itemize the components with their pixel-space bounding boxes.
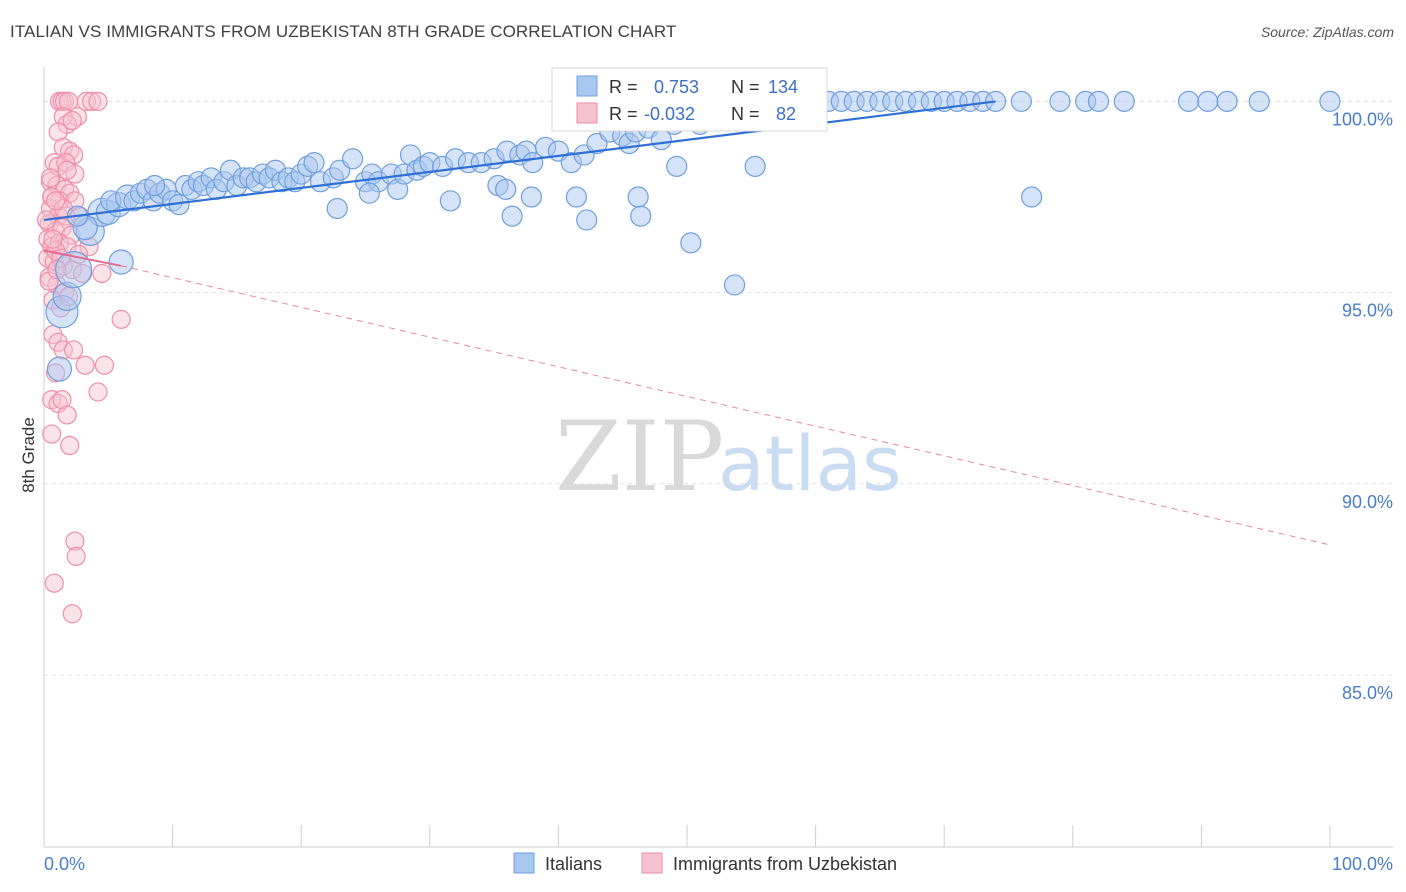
italians-point-100	[1049, 90, 1071, 113]
italians-point-113	[520, 186, 542, 208]
y-axis-label: 8th Grade	[19, 417, 38, 493]
italians-point-106	[1216, 90, 1238, 113]
uzbekistan-point-67	[39, 271, 59, 291]
italians-point-3	[54, 251, 93, 289]
y-tick-label-100: 100.0%	[1332, 109, 1393, 129]
uzbekistan-point-76	[40, 168, 61, 188]
uzbekistan-trend-line-dashed	[121, 265, 1331, 546]
stats-r-value-italians: 0.753	[654, 77, 699, 97]
italians-point-42	[342, 148, 364, 170]
italians-point-120	[680, 232, 702, 254]
watermark-zip: ZIP	[555, 401, 724, 513]
stats-box-frame	[551, 67, 828, 132]
italians-point-122	[723, 274, 746, 296]
uzbekistan-point-77	[57, 160, 77, 180]
uzbekistan-point-51	[75, 355, 95, 375]
y-tick-label-95: 95.0%	[1342, 301, 1393, 321]
stats-r-value-uzbekistan: -0.032	[644, 104, 695, 124]
stats-r-label-italians: R =	[609, 77, 638, 97]
uzbekistan-point-63	[44, 573, 64, 593]
x-tick-label-100: 100.0%	[1332, 854, 1393, 874]
italians-point-118	[630, 205, 652, 227]
source-credit: Source: ZipAtlas.com	[1260, 24, 1394, 40]
uzbekistan-point-62	[66, 546, 86, 567]
uzbekistan-point-64	[62, 604, 82, 624]
italians-point-117	[576, 209, 598, 231]
uzbekistan-point-10	[62, 110, 82, 131]
italians-point-104	[1177, 90, 1200, 113]
italians-point-109	[326, 197, 348, 220]
stats-n-label-italians: N =	[731, 77, 760, 97]
y-tick-label-90: 90.0%	[1342, 492, 1393, 512]
uzbekistan-point-61	[65, 531, 85, 551]
trend-lines	[43, 100, 1331, 546]
uzbekistan-point-11	[48, 122, 68, 142]
uzbekistan-point-50	[63, 340, 84, 360]
italians-point-103	[1113, 90, 1135, 113]
italians-point-115	[501, 205, 523, 227]
watermark-atlas: atlas	[718, 419, 902, 508]
y-tick-label-85: 85.0%	[1342, 683, 1393, 703]
uzbekistan-point-71	[45, 191, 66, 211]
italians-point-128	[143, 174, 166, 197]
italians-point-107	[1248, 90, 1270, 113]
uzbekistan-point-58	[57, 405, 77, 425]
uzbekistan-point-52	[94, 355, 115, 375]
italians-point-119	[627, 186, 649, 208]
stats-n-label-uzbekistan: N =	[731, 104, 760, 124]
italians-point-114	[495, 178, 517, 200]
italians-point-123	[744, 155, 766, 178]
uzbekistan-point-57	[88, 382, 108, 402]
stats-r-label-uzbekistan: R =	[609, 104, 638, 124]
stats-swatch-italians	[576, 75, 598, 97]
uzbekistan-points	[36, 91, 131, 624]
italians-point-116	[565, 186, 588, 208]
stats-swatch-uzbekistan	[576, 102, 598, 124]
legend-swatch-italians	[513, 852, 535, 874]
italians-point-121	[666, 155, 688, 178]
italians-point-111	[439, 190, 461, 212]
stats-n-value-uzbekistan: 82	[776, 104, 796, 124]
uzbekistan-trend-line-solid	[43, 249, 122, 267]
uzbekistan-point-56	[52, 390, 72, 410]
uzbekistan-point-81	[43, 229, 63, 249]
x-tick-label-0: 0.0%	[44, 854, 85, 874]
uzbekistan-point-46	[111, 309, 131, 329]
uzbekistan-point-13	[60, 141, 80, 161]
axes	[43, 67, 1393, 848]
uzbekistan-point-41	[92, 263, 112, 284]
italians-point-99	[1010, 90, 1032, 113]
italians-point-110	[358, 182, 380, 204]
italians-point-102	[1087, 90, 1110, 113]
uzbekistan-point-7	[88, 91, 108, 112]
italians-point-124	[1021, 186, 1043, 208]
italians-point-125	[108, 249, 134, 275]
uzbekistan-point-6	[81, 91, 102, 112]
italians-points	[45, 90, 1341, 382]
italians-point-108	[1319, 90, 1341, 113]
uzbekistan-point-4	[67, 107, 88, 127]
legend-label-uzbekistan: Immigrants from Uzbekistan	[673, 854, 897, 874]
uzbekistan-point-59	[42, 424, 62, 444]
legend-label-italians: Italians	[545, 854, 602, 874]
chart-title: ITALIAN VS IMMIGRANTS FROM UZBEKISTAN 8T…	[10, 22, 677, 41]
italians-point-0	[46, 356, 73, 382]
uzbekistan-point-5	[76, 91, 97, 112]
watermark: ZIP atlas	[555, 401, 902, 513]
uzbekistan-point-60	[60, 435, 80, 456]
italians-point-105	[1197, 90, 1219, 113]
legend: Italians Immigrants from Uzbekistan	[513, 852, 897, 874]
stats-n-value-italians: 134	[768, 77, 798, 97]
italians-point-38	[303, 151, 325, 174]
stats-box: R = 0.753 N = 134 R = -0.032 N = 82	[551, 67, 828, 132]
uzbekistan-point-65	[42, 187, 62, 207]
legend-swatch-uzbekistan	[641, 852, 663, 874]
italians-trend-line	[43, 100, 996, 222]
